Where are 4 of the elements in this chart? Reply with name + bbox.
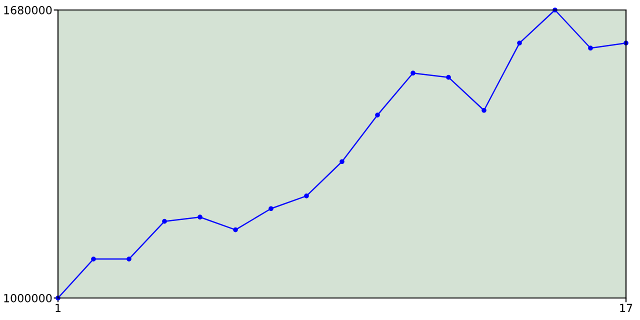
y-tick-label: 1680000	[4, 6, 52, 14]
y-tick-label: 1000000	[4, 294, 52, 302]
x-tick-label: 1	[56, 304, 61, 312]
x-tick-label: 17	[620, 304, 632, 312]
